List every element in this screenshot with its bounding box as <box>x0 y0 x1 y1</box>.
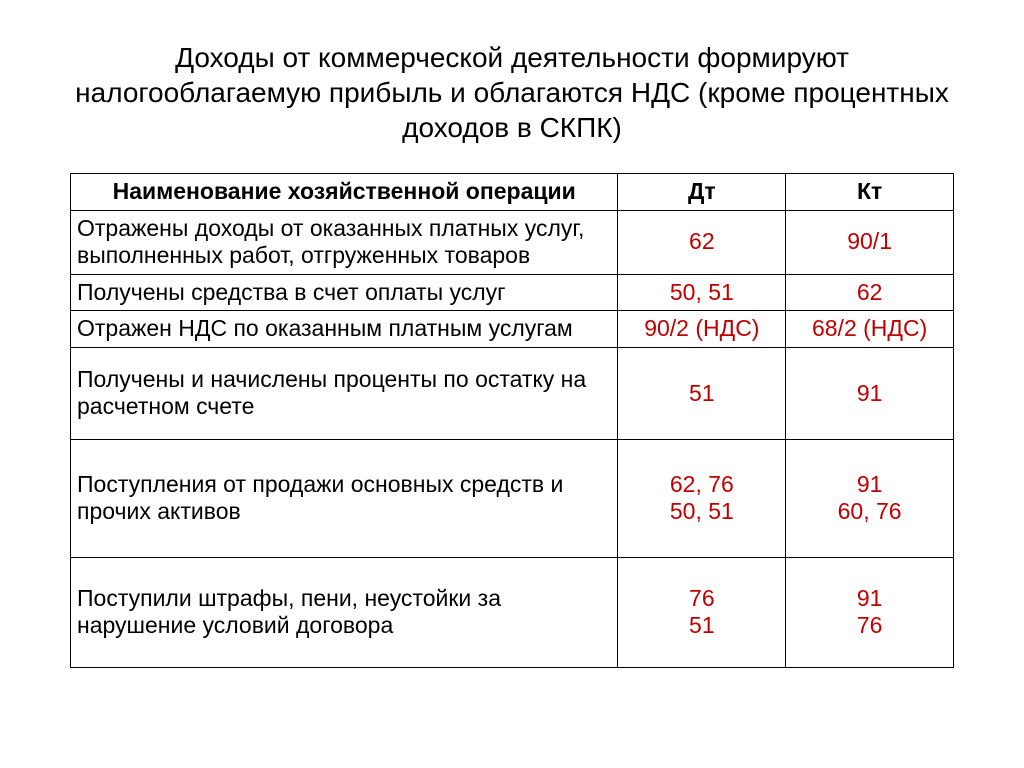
cell-desc: Поступили штрафы, пени, неустойки за нар… <box>71 557 618 667</box>
col-header-dt: Дт <box>618 174 786 211</box>
cell-desc: Отражен НДС по оказанным платным услугам <box>71 311 618 348</box>
table-row: Поступили штрафы, пени, неустойки за нар… <box>71 557 954 667</box>
cell-dt: 90/2 (НДС) <box>618 311 786 348</box>
col-header-kt: Кт <box>786 174 954 211</box>
cell-kt: 91 <box>786 347 954 439</box>
cell-dt: 76 51 <box>618 557 786 667</box>
slide-title: Доходы от коммерческой деятельности форм… <box>70 40 954 145</box>
cell-dt: 50, 51 <box>618 274 786 311</box>
cell-dt: 62, 76 50, 51 <box>618 439 786 557</box>
table-body: Отражены доходы от оказанных платных усл… <box>71 210 954 667</box>
table-header-row: Наименование хозяйственной операции Дт К… <box>71 174 954 211</box>
table-row: Получены и начислены проценты по остатку… <box>71 347 954 439</box>
cell-kt: 90/1 <box>786 210 954 274</box>
cell-desc: Поступления от продажи основных средств … <box>71 439 618 557</box>
cell-desc: Получены и начислены проценты по остатку… <box>71 347 618 439</box>
table-row: Поступления от продажи основных средств … <box>71 439 954 557</box>
cell-kt: 68/2 (НДС) <box>786 311 954 348</box>
table-row: Отражены доходы от оказанных платных усл… <box>71 210 954 274</box>
cell-desc: Получены средства в счет оплаты услуг <box>71 274 618 311</box>
col-header-desc: Наименование хозяйственной операции <box>71 174 618 211</box>
cell-dt: 51 <box>618 347 786 439</box>
cell-kt: 91 76 <box>786 557 954 667</box>
cell-desc: Отражены доходы от оказанных платных усл… <box>71 210 618 274</box>
accounting-table: Наименование хозяйственной операции Дт К… <box>70 173 954 668</box>
cell-kt: 91 60, 76 <box>786 439 954 557</box>
slide: Доходы от коммерческой деятельности форм… <box>0 0 1024 768</box>
table-row: Отражен НДС по оказанным платным услугам… <box>71 311 954 348</box>
cell-dt: 62 <box>618 210 786 274</box>
cell-kt: 62 <box>786 274 954 311</box>
table-row: Получены средства в счет оплаты услуг50,… <box>71 274 954 311</box>
